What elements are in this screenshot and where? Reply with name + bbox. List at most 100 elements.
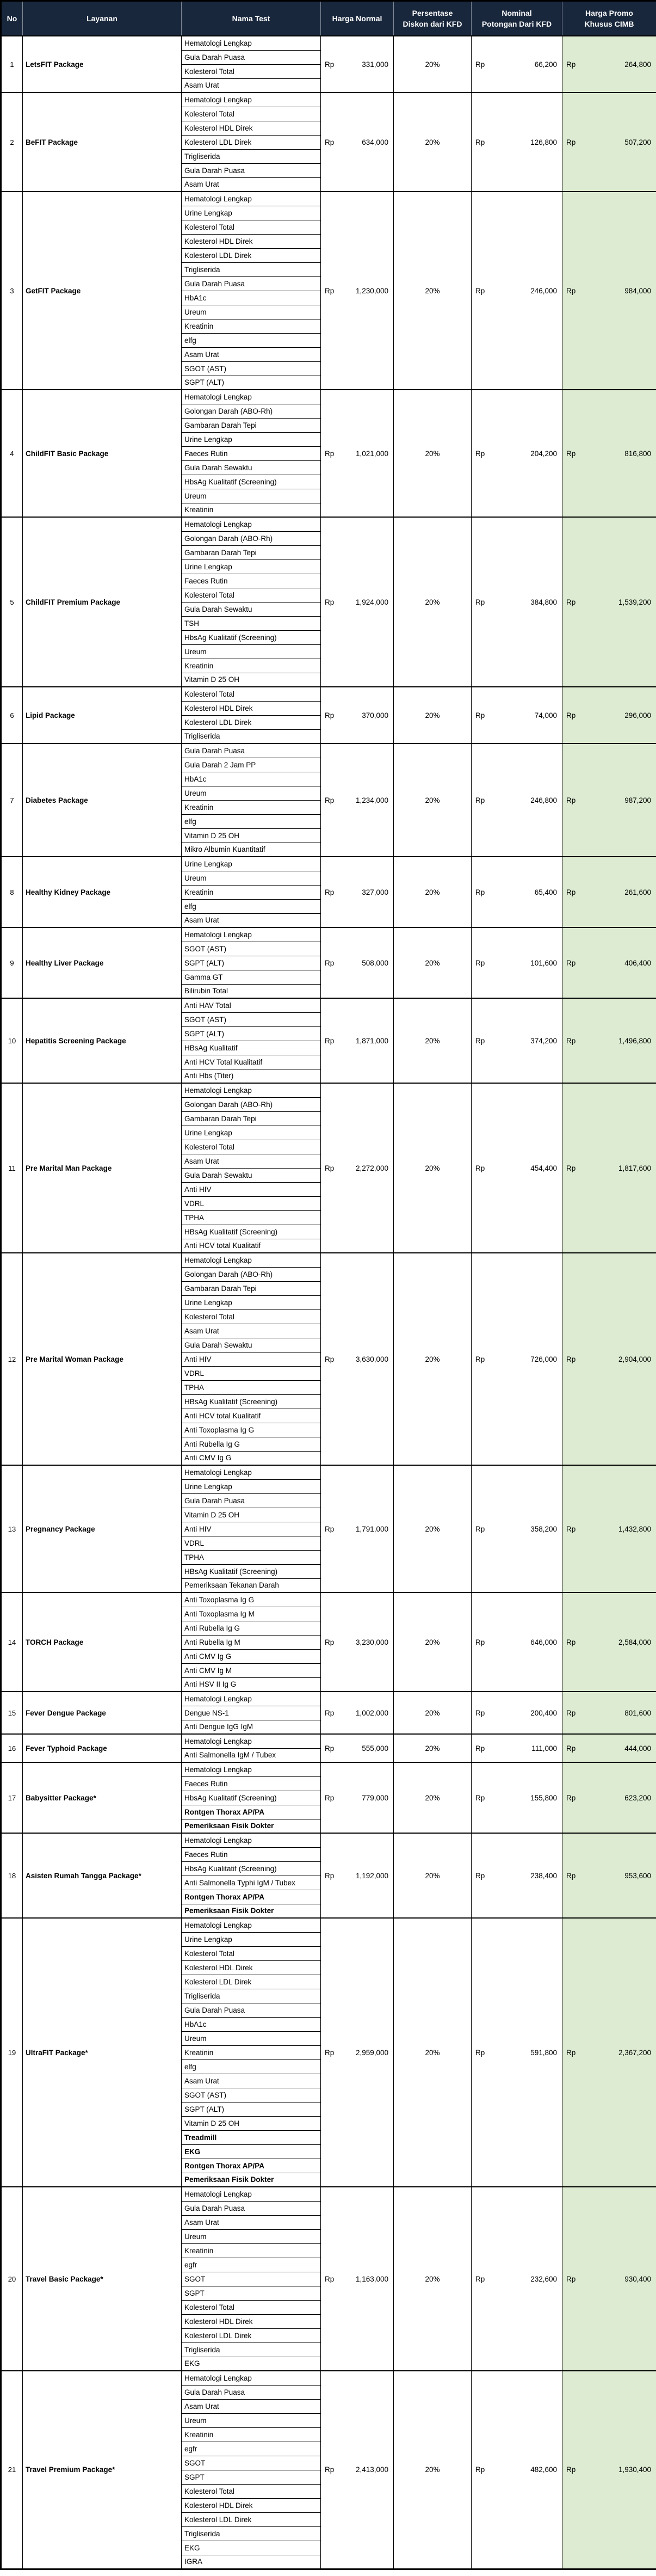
amount: 2,367,200 <box>618 2048 651 2057</box>
test-row: HbA1c <box>1 2017 656 2032</box>
test-name-cell: Anti CMV Ig G <box>181 1649 321 1664</box>
harga-promo-cell: Rp 1,930,400 <box>562 2370 656 2569</box>
harga-normal-cell: Rp 634,000 <box>320 92 394 192</box>
test-name-cell: HBsAg Kualitatif <box>181 1041 321 1055</box>
test-row: Anti Dengue IgG IgM <box>1 1720 656 1735</box>
amount: 327,000 <box>362 888 388 896</box>
package-name-cell: Diabetes Package <box>22 743 182 857</box>
diskon-cell: 20% <box>393 2186 472 2371</box>
amount: 264,800 <box>624 60 651 69</box>
test-row: Gula Darah Puasa <box>1 1493 656 1508</box>
header-persentase-diskon: Persentase Diskon dari KFD <box>393 1 472 36</box>
test-row: SGPT <box>1 2286 656 2301</box>
test-name-cell: Kolesterol Total <box>181 1140 321 1154</box>
test-name-cell: Hematologi Lengkap <box>181 1691 321 1706</box>
currency-label: Rp <box>475 138 485 146</box>
test-name-cell: Hematologi Lengkap <box>181 1733 321 1749</box>
test-row: SGPT (ALT) <box>1 1026 656 1041</box>
test-row: Gula Darah Sewaktu <box>1 1168 656 1183</box>
amount: 930,400 <box>624 2274 651 2283</box>
test-name-cell: Asam Urat <box>181 177 321 192</box>
test-name-cell: Kolesterol HDL Direk <box>181 2314 321 2329</box>
harga-promo-cell: Rp 2,584,000 <box>562 1592 656 1692</box>
currency-label: Rp <box>566 286 576 295</box>
test-row: Ureum <box>1 871 656 886</box>
currency-label: Rp <box>325 1871 335 1880</box>
diskon-cell: 20% <box>393 1762 472 1833</box>
currency-label: Rp <box>475 711 485 720</box>
test-row: Kolesterol HDL Direk <box>1 234 656 249</box>
amount: 1,230,000 <box>355 286 388 295</box>
test-row: SGOT (AST) <box>1 1012 656 1027</box>
table-body: 1 LetsFIT Package Hematologi Lengkap Rp 331,… <box>1 35 656 2569</box>
test-row: EKG <box>1 2357 656 2371</box>
test-row: 9 Healthy Liver Package Hematologi Lengkap… <box>1 927 656 998</box>
test-name-cell: Anti Rubella Ig M <box>181 1635 321 1650</box>
test-row: Kolesterol Total <box>1 2484 656 2499</box>
currency-label: Rp <box>325 1793 335 1802</box>
currency-label: Rp <box>566 1638 576 1646</box>
test-name-cell: Trigliserida <box>181 729 321 744</box>
harga-normal-cell: Rp 1,192,000 <box>320 1833 394 1918</box>
test-name-cell: Hematologi Lengkap <box>181 389 321 404</box>
currency-label: Rp <box>325 449 335 458</box>
harga-normal-cell: Rp 1,791,000 <box>320 1465 394 1593</box>
amount: 384,800 <box>530 598 557 606</box>
test-row: Dengue NS-1 <box>1 1706 656 1720</box>
no-cell: 20 <box>1 2186 23 2371</box>
test-name-cell: Urine Lengkap <box>181 1295 321 1310</box>
harga-promo-cell: Rp 296,000 <box>562 686 656 743</box>
test-name-cell: Hematologi Lengkap <box>181 2370 321 2386</box>
test-row: Kolesterol Total <box>1 220 656 235</box>
amount: 1,539,200 <box>618 598 651 606</box>
test-name-cell: Kolesterol HDL Direk <box>181 121 321 136</box>
test-row: Asam Urat <box>1 2399 656 2414</box>
test-row: 2 BeFIT Package Hematologi Lengkap Rp 634,00… <box>1 92 656 192</box>
test-name-cell: Vitamin D 25 OH <box>181 1508 321 1522</box>
potongan-cell: Rp 246,000 <box>471 191 562 390</box>
test-name-cell: SGOT <box>181 2272 321 2286</box>
test-row: Kolesterol HDL Direk <box>1 701 656 716</box>
test-row: Pemeriksaan Tekanan Darah <box>1 1578 656 1593</box>
test-name-cell: Hematologi Lengkap <box>181 1252 321 1268</box>
test-row: Anti Rubella Ig G <box>1 1437 656 1452</box>
test-name-cell: Gambaran Darah Tepi <box>181 545 321 560</box>
currency-label: Rp <box>325 888 335 896</box>
test-name-cell: HbA1c <box>181 291 321 305</box>
test-row: HBsAg Kualitatif (Screening) <box>1 1225 656 1239</box>
test-name-cell: Asam Urat <box>181 78 321 93</box>
test-row: Asam Urat <box>1 1324 656 1338</box>
test-name-cell: Ureum <box>181 305 321 319</box>
test-row: EKG <box>1 2541 656 2555</box>
potongan-cell: Rp 726,000 <box>471 1252 562 1465</box>
harga-normal-cell: Rp 1,002,000 <box>320 1691 394 1734</box>
no-cell: 12 <box>1 1252 23 1465</box>
no-cell: 2 <box>1 92 23 192</box>
package-name-cell: Pre Marital Woman Package <box>22 1252 182 1465</box>
potongan-cell: Rp 126,800 <box>471 92 562 192</box>
diskon-cell: 20% <box>393 1917 472 2187</box>
test-row: 17 Babysitter Package* Hematologi Lengkap R… <box>1 1762 656 1833</box>
potongan-cell: Rp 200,400 <box>471 1691 562 1734</box>
currency-label: Rp <box>566 1036 576 1045</box>
test-row: 4 ChildFIT Basic Package Hematologi Lengka… <box>1 389 656 517</box>
diskon-cell: 20% <box>393 743 472 857</box>
test-name-cell: Kolesterol LDL Direk <box>181 2512 321 2527</box>
test-name-cell: VDRL <box>181 1536 321 1551</box>
currency-label: Rp <box>475 2048 485 2057</box>
test-row: Anti Rubella Ig G <box>1 1621 656 1636</box>
currency-label: Rp <box>566 1793 576 1802</box>
test-name-cell: SGPT (ALT) <box>181 956 321 970</box>
test-name-cell: HbsAg Kualitatif (Screening) <box>181 475 321 489</box>
amount: 482,600 <box>530 2466 557 2474</box>
test-name-cell: Gambaran Darah Tepi <box>181 1281 321 1296</box>
potongan-cell: Rp 591,800 <box>471 1917 562 2187</box>
test-row: Kolesterol Total <box>1 2300 656 2315</box>
test-row: Rontgen Thorax AP/PA <box>1 2159 656 2173</box>
test-row: Gula Darah Puasa <box>1 2201 656 2216</box>
no-cell: 19 <box>1 1917 23 2187</box>
potongan-cell: Rp 66,200 <box>471 35 562 93</box>
harga-promo-cell: Rp 623,200 <box>562 1762 656 1833</box>
test-row: Kolesterol LDL Direk <box>1 1975 656 1989</box>
